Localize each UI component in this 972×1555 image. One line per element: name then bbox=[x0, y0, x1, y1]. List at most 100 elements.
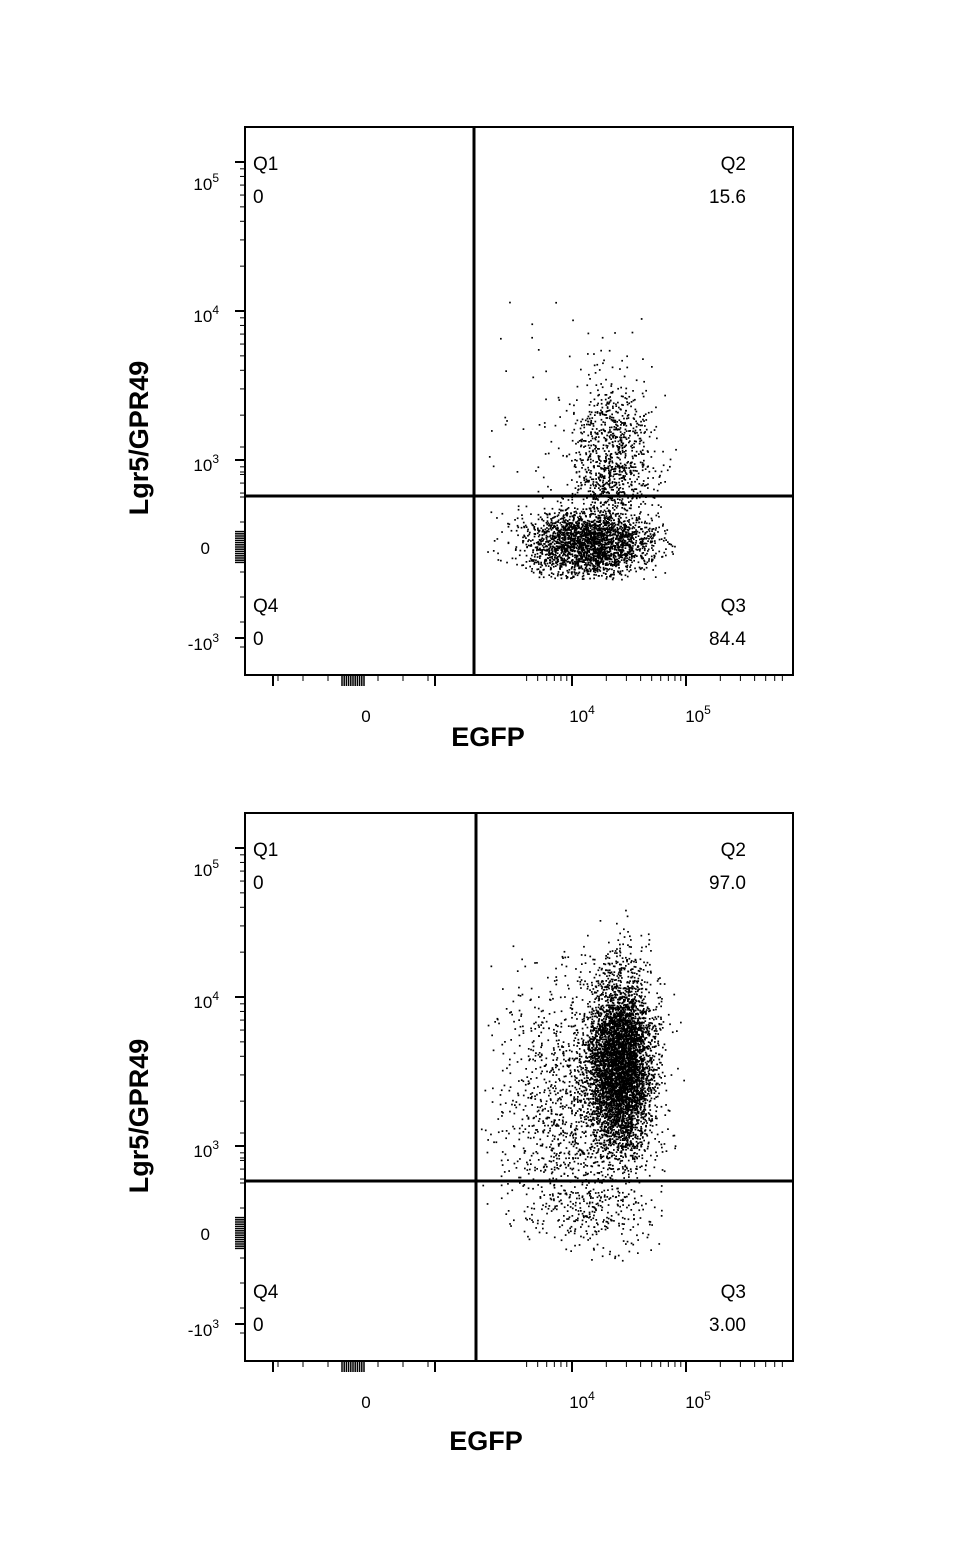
event-dot bbox=[578, 567, 580, 570]
event-dot bbox=[609, 541, 612, 544]
event-dot bbox=[651, 560, 653, 563]
event-dot bbox=[621, 1166, 624, 1168]
event-dot bbox=[637, 1110, 640, 1113]
event-dot bbox=[604, 488, 607, 490]
event-dot bbox=[610, 391, 612, 394]
event-dot bbox=[568, 518, 571, 521]
event-dot bbox=[606, 402, 608, 405]
event-dot bbox=[590, 1013, 593, 1016]
event-dot bbox=[570, 537, 573, 540]
event-dot bbox=[622, 1105, 625, 1108]
event-dot bbox=[560, 562, 563, 565]
event-dot bbox=[645, 419, 648, 421]
event-dot bbox=[629, 1059, 632, 1062]
event-dot bbox=[597, 517, 599, 520]
event-dot bbox=[579, 453, 582, 456]
event-dot bbox=[657, 512, 659, 515]
event-dot bbox=[646, 522, 648, 525]
event-dot bbox=[607, 998, 609, 1001]
event-dot bbox=[591, 512, 593, 515]
event-dot bbox=[623, 463, 626, 466]
event-dot bbox=[641, 424, 643, 427]
quadrant-q1-value: 0 bbox=[253, 187, 264, 208]
event-dot bbox=[543, 543, 545, 545]
event-dot bbox=[593, 540, 596, 542]
event-dot bbox=[610, 539, 613, 541]
event-dot bbox=[580, 566, 583, 569]
event-dot bbox=[648, 1054, 651, 1057]
event-dot bbox=[554, 424, 557, 427]
event-dot bbox=[605, 459, 608, 461]
event-dot bbox=[598, 529, 600, 532]
event-dot bbox=[610, 573, 612, 576]
event-dot bbox=[623, 492, 626, 495]
event-dot bbox=[647, 540, 649, 542]
event-dot bbox=[601, 543, 604, 546]
event-dot bbox=[622, 487, 624, 490]
event-dot bbox=[615, 403, 617, 406]
event-dot bbox=[610, 545, 612, 548]
event-dot bbox=[576, 508, 579, 510]
event-dot bbox=[613, 470, 615, 473]
event-dot bbox=[589, 527, 592, 529]
event-dot bbox=[588, 373, 590, 376]
event-dot bbox=[589, 558, 592, 560]
event-dot bbox=[635, 1035, 638, 1037]
event-dot bbox=[598, 430, 601, 432]
event-dot bbox=[599, 521, 601, 523]
event-dot bbox=[597, 520, 600, 523]
event-dot bbox=[607, 530, 609, 532]
event-dot bbox=[595, 485, 597, 488]
event-dot bbox=[584, 539, 586, 542]
event-dot bbox=[641, 462, 644, 464]
event-dot bbox=[603, 450, 606, 452]
event-dot bbox=[634, 1038, 637, 1040]
event-dot bbox=[615, 405, 618, 407]
event-dot bbox=[642, 1080, 645, 1083]
event-dot bbox=[579, 544, 582, 547]
event-dot bbox=[552, 558, 555, 561]
event-dot bbox=[608, 462, 611, 465]
event-dot bbox=[581, 575, 584, 578]
event-dot bbox=[597, 540, 600, 543]
event-dot bbox=[557, 447, 560, 450]
event-dot bbox=[551, 547, 553, 550]
event-dot bbox=[603, 537, 606, 539]
event-dot bbox=[608, 522, 610, 524]
event-dot bbox=[583, 542, 586, 545]
event-dot bbox=[594, 552, 597, 554]
event-dot bbox=[565, 409, 568, 412]
event-dot bbox=[598, 472, 600, 475]
event-dot bbox=[620, 395, 623, 398]
event-dot bbox=[600, 514, 603, 516]
event-dot bbox=[635, 542, 637, 544]
event-dot bbox=[541, 497, 544, 499]
event-dot bbox=[614, 470, 617, 473]
event-dot bbox=[548, 523, 551, 526]
event-dot bbox=[573, 524, 575, 526]
event-dot bbox=[586, 549, 589, 552]
event-dot bbox=[655, 1151, 657, 1154]
event-dot bbox=[592, 564, 595, 567]
event-dot bbox=[560, 543, 563, 546]
event-dot bbox=[497, 552, 499, 555]
event-dot bbox=[633, 418, 636, 420]
event-dot bbox=[558, 555, 561, 557]
event-dot bbox=[603, 532, 606, 535]
event-dot bbox=[627, 1147, 629, 1150]
event-dot bbox=[564, 559, 566, 561]
event-dot bbox=[606, 528, 609, 531]
event-dot bbox=[602, 490, 604, 492]
event-dot bbox=[592, 542, 594, 545]
event-dot bbox=[594, 533, 597, 536]
event-dot bbox=[610, 418, 613, 421]
event-dot bbox=[639, 490, 642, 493]
event-dot bbox=[654, 1104, 657, 1107]
event-dot bbox=[564, 547, 567, 550]
event-dot bbox=[619, 427, 622, 429]
event-dot bbox=[557, 535, 560, 538]
event-dot bbox=[605, 556, 607, 559]
event-dot bbox=[593, 536, 596, 539]
event-dot bbox=[624, 475, 626, 477]
event-dot bbox=[583, 511, 585, 513]
